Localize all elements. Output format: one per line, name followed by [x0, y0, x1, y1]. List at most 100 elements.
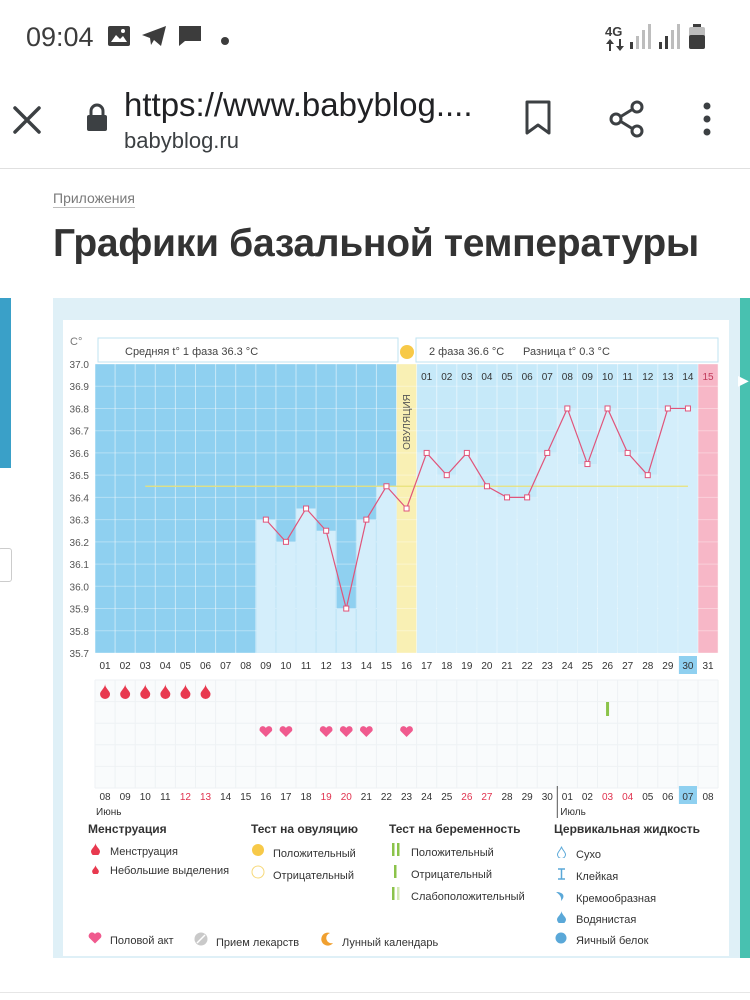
- phase2-day-label: 10: [602, 372, 614, 383]
- temperature-point: [684, 405, 691, 412]
- phase2-day-label: 14: [682, 372, 694, 383]
- calendar-date-label: 28: [501, 792, 513, 803]
- phase2-day-label: 12: [642, 372, 654, 383]
- phase1-header-box: [97, 337, 399, 363]
- intercourse-heart: [259, 726, 273, 737]
- intercourse-heart: [400, 726, 413, 737]
- phase2-header-box: [415, 337, 719, 363]
- calendar-date-label: 11: [160, 792, 171, 803]
- calendar-date-label: 22: [381, 792, 393, 803]
- menstruation-drop: [140, 684, 151, 699]
- y-tick-label: 36.0: [70, 582, 90, 593]
- temperature-bar: [336, 608, 356, 653]
- share-icon[interactable]: [608, 100, 646, 143]
- calendar-date-label: 15: [240, 792, 252, 803]
- calendar-date-label: 08: [99, 792, 111, 803]
- weak-bar-icon: [389, 887, 403, 903]
- cycle-day-label: 24: [562, 661, 574, 672]
- cycle-day-label: 29: [662, 661, 674, 672]
- temperature-bar: [618, 452, 638, 653]
- temperature-bar: [376, 486, 396, 653]
- highlighted-day-box: [678, 656, 697, 674]
- cycle-day-label: 27: [622, 661, 634, 672]
- cycle-day-label: 17: [421, 661, 433, 672]
- y-tick-label: 36.1: [70, 560, 90, 571]
- battery-icon: [688, 24, 706, 55]
- close-icon[interactable]: [12, 105, 42, 140]
- y-unit-label: С°: [70, 336, 82, 348]
- legend-item-ovulation-positive: Положительный: [251, 843, 356, 860]
- small-drop-icon: [88, 865, 102, 877]
- signal-icon: [659, 24, 683, 55]
- cycle-day-label: 28: [642, 661, 654, 672]
- temperature-point: [564, 405, 571, 412]
- calendar-date-label: 18: [300, 792, 312, 803]
- page-content: Приложения Графики базальной температуры: [0, 170, 750, 1000]
- legend-ovulation-test-title: Тест на овуляцию: [251, 822, 358, 836]
- next-slide-edge[interactable]: [740, 298, 750, 958]
- chevron-right-icon[interactable]: ▶: [738, 372, 749, 388]
- intercourse-heart: [359, 726, 373, 737]
- pill-icon: [194, 932, 208, 949]
- temperature-point: [483, 483, 490, 490]
- calendar-date-label: 16: [260, 792, 272, 803]
- last-day-column: [698, 364, 719, 653]
- double-bar-icon: [389, 843, 403, 859]
- temperature-point: [323, 527, 330, 534]
- phase2-average: 2 фаза 36.6 °С: [429, 346, 504, 358]
- calendar-date-label: 25: [441, 792, 453, 803]
- url-domain[interactable]: babyblog.ru: [124, 128, 239, 153]
- temperature-point: [403, 505, 410, 512]
- heart-icon: [88, 932, 102, 947]
- temperature-bar: [417, 452, 437, 653]
- network-label: 4G: [605, 24, 623, 39]
- menstruation-drop: [180, 684, 191, 699]
- phase1-background: [95, 364, 397, 653]
- cycle-day-label: 06: [200, 661, 212, 672]
- blood-drop-icon: [88, 843, 102, 858]
- cycle-day-label: 18: [441, 661, 453, 672]
- url-text[interactable]: https://www.babyblog....: [124, 86, 473, 123]
- phase2-day-label: 03: [461, 372, 473, 383]
- cycle-day-label: 19: [461, 661, 473, 672]
- temperature-point: [383, 483, 390, 490]
- legend-item-pregnancy-positive: Положительный: [389, 843, 494, 859]
- temperature-point: [282, 538, 289, 545]
- temperature-point: [604, 405, 611, 412]
- temperature-bar: [276, 541, 296, 653]
- previous-slide-edge[interactable]: [0, 298, 11, 468]
- phase2-day-label: 07: [542, 372, 554, 383]
- legend-menstruation-title: Менструация: [88, 822, 167, 836]
- legend-cervical-title: Цервикальная жидкость: [554, 822, 701, 836]
- bookmark-icon[interactable]: [524, 100, 552, 141]
- pregnancy-test-negative-mark: [606, 702, 610, 716]
- message-icon: [177, 24, 203, 53]
- calendar-date-label: 30: [542, 792, 554, 803]
- temperature-bar: [638, 475, 658, 653]
- calendar-date-label: 24: [421, 792, 433, 803]
- temperature-bar: [598, 408, 618, 653]
- moon-icon: [320, 932, 334, 949]
- creamy-icon: [554, 890, 568, 905]
- breadcrumb[interactable]: Приложения: [53, 190, 135, 208]
- temperature-bar: [477, 486, 497, 653]
- lock-icon[interactable]: [86, 103, 108, 138]
- more-icon[interactable]: [700, 100, 714, 143]
- y-tick-label: 36.3: [70, 516, 90, 527]
- cycle-day-label: 01: [99, 661, 111, 672]
- previous-slide-box: [0, 548, 12, 582]
- sun-filled-icon: [251, 843, 265, 860]
- signal-icon: [630, 24, 654, 55]
- cycle-day-label: 16: [401, 661, 413, 672]
- y-tick-label: 36.7: [70, 427, 90, 438]
- temperature-bar: [557, 408, 577, 653]
- temperature-point: [544, 449, 551, 456]
- drop-filled-icon: [554, 911, 568, 926]
- temperature-point: [343, 605, 350, 612]
- phase2-day-label: 11: [622, 372, 633, 383]
- legend-item-creamy: Кремообразная: [554, 890, 656, 905]
- y-tick-label: 36.8: [70, 404, 90, 415]
- y-tick-label: 36.6: [70, 449, 90, 460]
- calendar-date-label: 13: [200, 792, 212, 803]
- temperature-bar: [437, 475, 457, 653]
